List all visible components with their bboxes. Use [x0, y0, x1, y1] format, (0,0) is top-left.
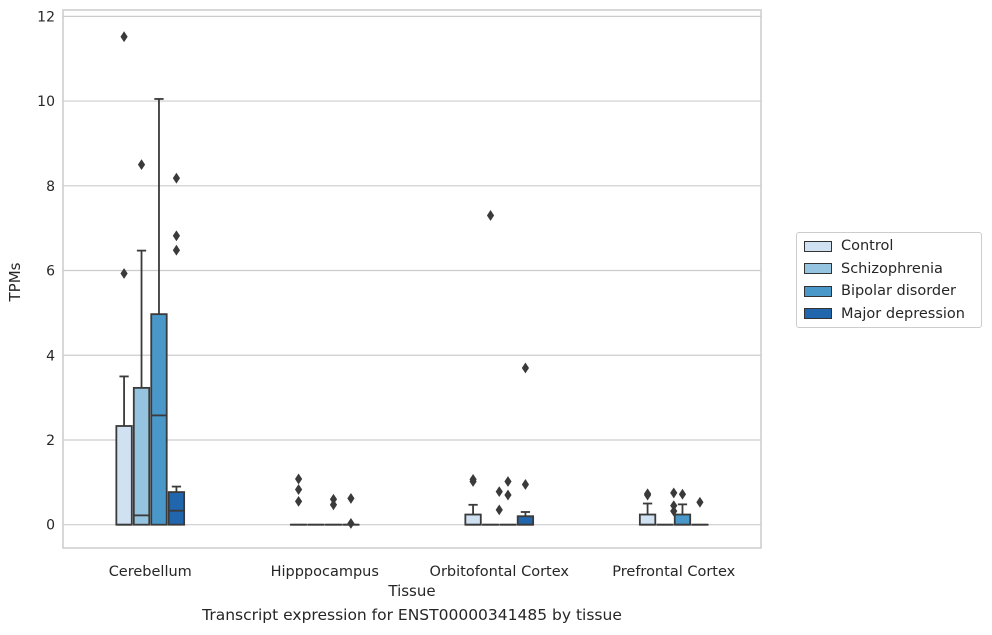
- outlier-point: [696, 496, 704, 508]
- outlier-point: [495, 504, 503, 516]
- box: [167, 172, 186, 526]
- y-tick-label: 2: [46, 433, 55, 449]
- y-tick-label: 12: [37, 9, 55, 25]
- outlier-point: [670, 500, 678, 512]
- legend-label: Major depression: [841, 305, 965, 322]
- outlier-point: [495, 486, 503, 498]
- outlier-point: [172, 172, 181, 184]
- gridlines: [63, 15, 761, 526]
- box: [115, 31, 133, 526]
- box: [132, 159, 151, 526]
- x-tick-label: Prefrontal Cortex: [612, 564, 735, 580]
- outlier-point: [469, 476, 477, 487]
- legend-item: Bipolar disorder: [797, 280, 981, 303]
- box-body: [464, 513, 482, 526]
- outlier-group: [670, 487, 678, 517]
- box: [638, 488, 657, 526]
- box: [289, 473, 308, 526]
- outlier-point: [670, 505, 678, 517]
- legend-item: Major depression: [797, 303, 981, 326]
- outlier-group: [495, 486, 503, 516]
- outlier-point: [137, 159, 146, 171]
- box-body: [115, 425, 133, 526]
- box: [342, 493, 360, 529]
- y-axis-label: TPMs: [6, 262, 24, 302]
- outlier-point: [504, 476, 512, 487]
- y-tick-label: 4: [46, 348, 55, 364]
- outlier-point: [294, 484, 303, 495]
- outlier-point: [329, 499, 338, 511]
- y-axis-ticks: 0 2 4 6 8 10 12: [37, 9, 55, 533]
- box: [464, 473, 482, 526]
- outlier-point: [678, 488, 687, 500]
- outlier-point: [172, 244, 181, 256]
- y-tick-label: 10: [37, 94, 55, 110]
- legend-swatch: [804, 240, 832, 252]
- legend-swatch: [804, 308, 832, 320]
- x-tick-label: Cerebellum: [109, 564, 192, 580]
- outlier-point: [294, 496, 303, 507]
- outlier-point: [643, 489, 652, 501]
- box: [481, 210, 500, 526]
- legend-label: Control: [841, 238, 894, 255]
- outlier-point: [521, 479, 530, 490]
- box-body: [638, 513, 657, 526]
- box: [150, 98, 168, 526]
- box: [691, 496, 709, 526]
- legend-item: Schizophrenia: [797, 258, 981, 281]
- legend-label: Bipolar disorder: [841, 283, 956, 300]
- chart-caption: Transcript expression for ENST0000034148…: [202, 606, 622, 624]
- outlier-point: [347, 493, 355, 504]
- legend-label: Schizophrenia: [841, 260, 943, 277]
- legend-item: Control: [797, 235, 981, 258]
- box-body: [132, 386, 151, 526]
- outlier-point: [172, 230, 181, 242]
- box-body: [150, 313, 168, 526]
- y-tick-label: 8: [46, 179, 55, 195]
- legend-swatch: [804, 285, 832, 297]
- legend: Control Schizophrenia Bipolar disorder Majo…: [796, 232, 982, 328]
- box: [324, 493, 343, 526]
- outlier-point: [120, 268, 128, 279]
- outlier-point: [329, 493, 338, 505]
- outlier-point: [347, 518, 355, 529]
- y-tick-label: 6: [46, 264, 55, 280]
- y-tick-label: 0: [46, 518, 55, 534]
- x-axis-label: Tissue: [387, 582, 435, 600]
- box-body: [167, 491, 186, 526]
- box: [673, 488, 692, 526]
- x-axis-ticks: Cerebellum Hipppocampus Orbitofontal Corte…: [109, 564, 736, 580]
- box: [499, 476, 517, 526]
- outlier-point: [120, 31, 128, 43]
- outlier-point: [521, 362, 530, 374]
- box-body: [516, 515, 535, 526]
- plot-frame: [62, 9, 762, 549]
- box: [516, 362, 535, 526]
- box-series: [115, 31, 709, 529]
- x-tick-label: Orbitofontal Cortex: [430, 564, 570, 580]
- x-tick-label: Hipppocampus: [271, 564, 379, 580]
- outlier-point: [294, 473, 303, 485]
- outlier-point: [504, 489, 512, 501]
- legend-swatch: [804, 263, 832, 275]
- box-body: [673, 513, 692, 526]
- outlier-point: [670, 487, 678, 499]
- outlier-point: [486, 210, 495, 221]
